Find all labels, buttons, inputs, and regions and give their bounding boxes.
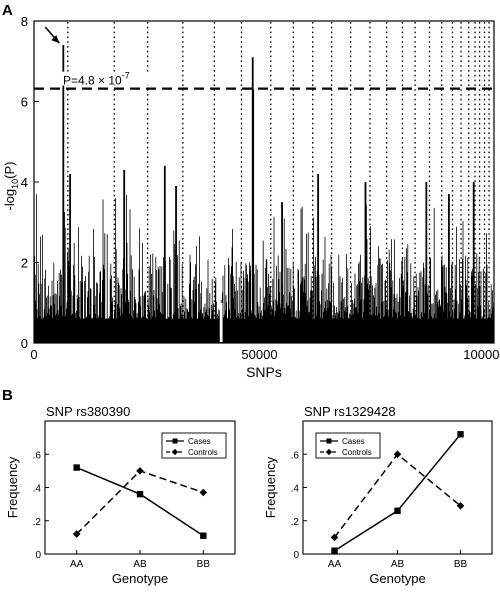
y-tick-label: 6 [21,95,28,110]
y-tick-label: 2 [21,256,28,271]
legend: Cases Controls [315,432,381,459]
legend: Cases Controls [161,432,227,459]
threshold-label-base: P=4.8 × 10 [63,74,122,88]
legend-box [315,432,381,459]
snp-baseline-mass [34,320,494,343]
genotype-chart-rs1329428: SNP rs1329428 0 .2 .4 .6 AA AB BB Genotype Freque… [263,404,493,586]
y-tick-label: .4 [291,484,300,495]
x-axis-label: Genotype [369,571,425,586]
peak-arrow [44,26,60,44]
manhattan-bars [33,45,494,343]
y-axis-label-suffix: (P) [2,161,17,178]
point-square [394,507,401,514]
y-tick-label: 4 [21,175,28,190]
point-square [200,532,207,539]
x-tick-label: 0 [30,347,37,362]
y-tick-label: 0 [35,550,41,561]
legend-box [161,432,227,459]
x-tick-label: BB [454,559,468,570]
point-diamond [136,467,144,475]
point-diamond [325,448,333,456]
legend-label: Controls [188,448,218,457]
y-axis-label-subscript: 10 [10,179,20,189]
manhattan-axes: 0 2 4 6 8 0 50000 100000 [21,14,500,362]
x-tick-label: 100000 [463,347,500,362]
point-diamond [456,501,465,510]
x-tick-label: BB [197,559,211,570]
y-tick-label: .4 [33,484,42,495]
y-tick-label: 8 [21,14,28,29]
legend-label: Cases [188,437,211,446]
point-square [172,438,178,444]
point-diamond [72,530,81,538]
panel-b-label: B [2,387,13,404]
point-diamond [393,450,402,459]
point-square [331,547,338,554]
y-tick-label: .2 [33,517,42,528]
arrow-head [51,35,60,44]
y-tick-label: .6 [291,450,300,461]
y-axis-label-prefix: -log [2,189,17,211]
genotype-chart-rs380390: SNP rs380390 0 .2 .4 .6 AA AB BB Genotype Frequen… [5,404,236,586]
y-tick-label: 0 [21,336,28,351]
chart-title: SNP rs380390 [46,404,130,419]
x-tick-label: AB [133,559,147,570]
legend-label: Cases [342,437,365,446]
threshold-label-exponent: -7 [122,71,130,81]
manhattan-plot: P=4.8 × 10-7 0 2 4 6 8 0 50000 100000 SNPs -log… [2,14,500,380]
snp-dip-gap [219,302,223,342]
chart-title: SNP rs1329428 [304,404,396,419]
x-tick-label: AB [391,559,405,570]
x-axis-label: Genotype [112,571,168,586]
point-square [73,464,80,471]
panel-a-label: A [2,2,13,19]
threshold-label-background [61,71,149,86]
series-line-controls [76,470,204,535]
y-tick-label: .6 [33,450,42,461]
point-diamond [199,488,208,497]
legend-label: Controls [342,448,372,457]
y-axis-label: Frequency [5,456,20,518]
snp-background-bars [33,194,494,343]
point-square [326,438,332,444]
x-tick-label: AA [70,559,84,570]
x-tick-label: 50000 [241,347,277,362]
x-axis-label: SNPs [246,364,282,380]
y-axis-label: -log10(P) [2,161,20,210]
point-diamond [330,533,339,542]
point-square [136,490,144,498]
series-line-controls [333,453,461,538]
y-axis-label: Frequency [263,456,278,518]
point-square [457,431,464,438]
x-tick-label: AA [328,559,342,570]
y-tick-label: .2 [291,517,300,528]
point-diamond [171,448,179,456]
series-line-cases [76,466,204,537]
threshold-label: P=4.8 × 10-7 [63,71,130,88]
y-tick-label: 0 [293,550,299,561]
